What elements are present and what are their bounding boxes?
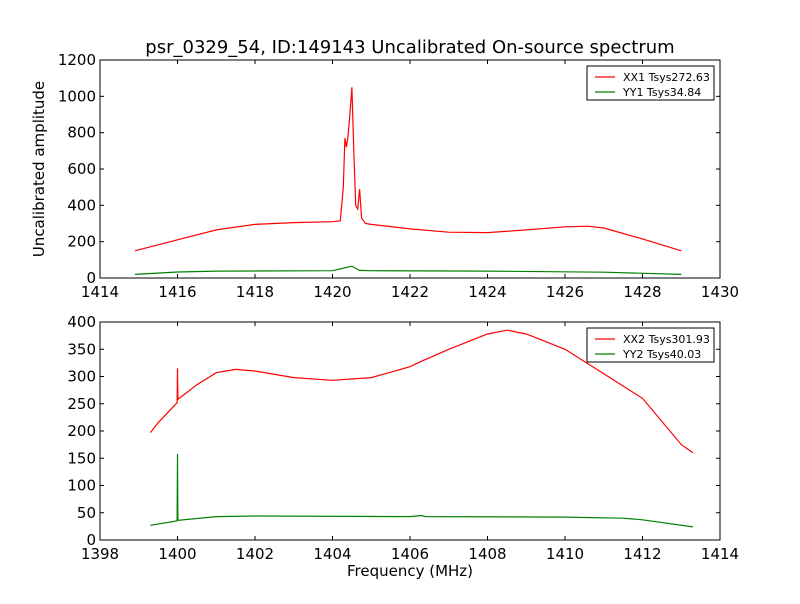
y-tick-label: 800: [67, 124, 96, 142]
legend-box: [586, 65, 715, 101]
x-tick-label: 1418: [236, 283, 274, 301]
legend: XX1 Tsys272.63 YY1 Tsys34.84: [586, 65, 715, 101]
legend-label: XX2 Tsys301.93: [623, 333, 710, 346]
x-tick-label: 1408: [468, 545, 506, 563]
y-tick-label: 250: [67, 395, 96, 413]
x-tick-label: 1422: [391, 283, 429, 301]
legend-label: YY1 Tsys34.84: [622, 86, 701, 99]
y-tick-label: 200: [67, 422, 96, 440]
legend-label: YY2 Tsys40.03: [622, 348, 701, 361]
x-tick-label: 1428: [623, 283, 661, 301]
y-tick-label: 100: [67, 477, 96, 495]
y-tick-label: 400: [67, 196, 96, 214]
y-tick-label: 0: [86, 269, 96, 287]
series-line-yy2: [150, 453, 693, 528]
legend-label: XX1 Tsys272.63: [623, 71, 710, 84]
x-tick-label: 1414: [81, 283, 119, 301]
legend: XX2 Tsys301.93 YY2 Tsys40.03: [586, 327, 715, 363]
y-tick-label: 150: [67, 449, 96, 467]
x-tick-label: 1416: [158, 283, 196, 301]
x-tick-label: 1398: [81, 545, 119, 563]
chart-title: psr_0329_54, ID:149143 Uncalibrated On-s…: [145, 37, 674, 58]
y-tick-label: 300: [67, 368, 96, 386]
x-tick-label: 1400: [158, 545, 196, 563]
x-tick-label: 1402: [236, 545, 274, 563]
y-tick-label: 600: [67, 160, 96, 178]
x-tick-label: 1426: [546, 283, 584, 301]
x-axis-label: Frequency (MHz): [347, 562, 473, 580]
x-tick-label: 1414: [701, 545, 739, 563]
y-tick-label: 50: [77, 504, 96, 522]
x-tick-label: 1410: [546, 545, 584, 563]
y-tick-label: 350: [67, 340, 96, 358]
x-tick-label: 1412: [623, 545, 661, 563]
y-tick-label: 1000: [58, 87, 96, 105]
legend-box: [586, 327, 715, 363]
y-tick-label: 400: [67, 313, 96, 331]
x-tick-label: 1430: [701, 283, 739, 301]
series-line-xx2: [149, 329, 694, 454]
x-tick-label: 1420: [313, 283, 351, 301]
series-line-yy1: [134, 265, 682, 275]
series-line-xx1: [134, 87, 682, 252]
x-tick-label: 1424: [468, 283, 506, 301]
y-tick-label: 0: [86, 531, 96, 549]
y-tick-label: 1200: [58, 51, 96, 69]
y-axis-label: Uncalibrated amplitude: [30, 81, 48, 257]
x-tick-label: 1406: [391, 545, 429, 563]
y-tick-label: 200: [67, 233, 96, 251]
x-tick-label: 1404: [313, 545, 351, 563]
